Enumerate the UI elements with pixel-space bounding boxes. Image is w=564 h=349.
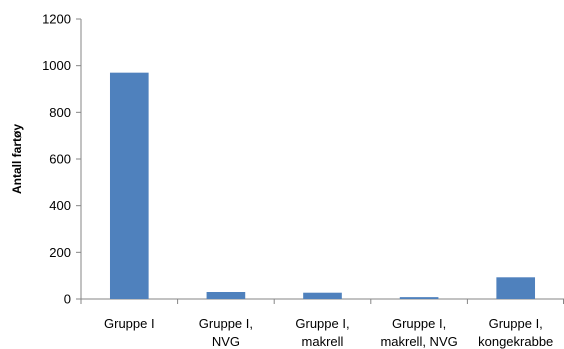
bars — [109, 72, 536, 300]
x-tick-label: makrell — [302, 334, 344, 349]
x-axis — [80, 298, 564, 304]
y-tick-label: 400 — [49, 198, 71, 213]
y-tick-label: 200 — [49, 245, 71, 260]
y-axis-title: Antall fartøy — [10, 124, 24, 194]
y-tick-label: 600 — [49, 152, 71, 167]
x-tick-label: Gruppe I — [104, 316, 155, 331]
y-tick-label: 800 — [49, 105, 71, 120]
bar — [206, 292, 246, 299]
x-tick-label: NVG — [212, 334, 240, 349]
bar — [109, 72, 149, 300]
x-tick-label: Gruppe I, — [489, 316, 543, 331]
y-axis: 0 200 400 600 800 1000 1200 — [42, 12, 82, 307]
x-tick-label: makrell, NVG — [380, 334, 457, 349]
bar — [496, 277, 536, 299]
bar — [399, 297, 439, 299]
x-axis-labels: Gruppe I Gruppe I, NVG Gruppe I, makrell Grup… — [104, 316, 553, 349]
x-tick-label: Gruppe I, — [392, 316, 446, 331]
y-tick-label: 0 — [64, 292, 71, 307]
y-tick-label: 1200 — [42, 12, 71, 27]
y-tick-label: 1000 — [42, 58, 71, 73]
bar — [303, 292, 342, 299]
x-tick-label: kongekrabbe — [478, 334, 553, 349]
x-tick-label: Gruppe I, — [199, 316, 253, 331]
x-tick-label: Gruppe I, — [295, 316, 349, 331]
